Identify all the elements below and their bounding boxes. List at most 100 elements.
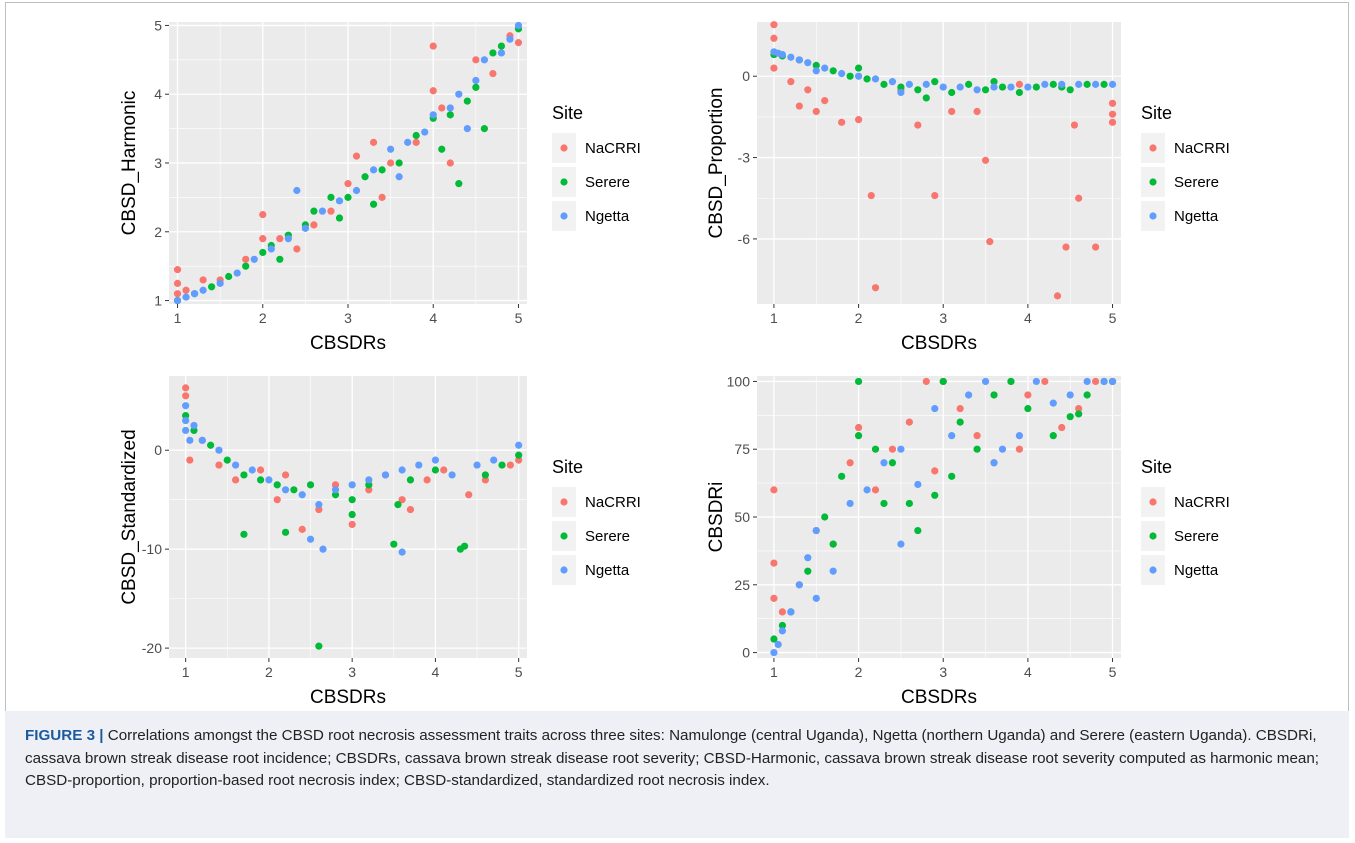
data-point-serere bbox=[812, 61, 820, 69]
data-point-serere bbox=[207, 441, 215, 449]
data-point-ngetta bbox=[897, 540, 905, 548]
data-point-ngetta bbox=[431, 456, 440, 464]
data-point-serere bbox=[1032, 83, 1040, 91]
data-point-ngetta bbox=[795, 581, 803, 589]
data-point-ngetta bbox=[897, 88, 905, 97]
series-serere bbox=[770, 377, 1117, 643]
data-point-ngetta bbox=[381, 471, 390, 479]
data-point-serere bbox=[948, 88, 956, 97]
x-axis-title: CBSDRs bbox=[310, 333, 386, 354]
data-point-ngetta bbox=[267, 245, 275, 253]
data-point-ngetta bbox=[455, 90, 463, 98]
data-point-nacrri bbox=[514, 39, 523, 47]
data-point-serere bbox=[854, 64, 863, 72]
data-point-nacrri bbox=[398, 496, 406, 504]
data-point-nacrri bbox=[770, 559, 778, 567]
data-point-ngetta bbox=[480, 56, 488, 64]
data-point-nacrri bbox=[365, 486, 373, 494]
data-point-serere bbox=[446, 111, 454, 119]
data-point-serere bbox=[1015, 88, 1024, 97]
data-point-serere bbox=[327, 193, 335, 201]
data-point-serere bbox=[455, 180, 463, 188]
data-point-nacrri bbox=[812, 107, 820, 116]
data-point-ngetta bbox=[1075, 80, 1083, 88]
y-tick-label: 0 bbox=[742, 68, 750, 84]
data-point-nacrri bbox=[871, 486, 880, 494]
data-point-ngetta bbox=[871, 75, 880, 83]
data-point-nacrri bbox=[182, 392, 190, 400]
x-tick-label: 1 bbox=[770, 310, 778, 326]
data-point-ngetta bbox=[395, 173, 403, 181]
legend-key-serere bbox=[560, 178, 568, 186]
data-point-serere bbox=[990, 391, 998, 399]
data-point-serere bbox=[1049, 80, 1057, 88]
y-tick-label: 100 bbox=[727, 373, 751, 389]
legend-label-serere: Serere bbox=[585, 174, 630, 191]
data-point-nacrri bbox=[369, 138, 378, 146]
x-tick-label: 5 bbox=[515, 310, 523, 326]
data-point-ngetta bbox=[497, 49, 506, 57]
x-tick-label: 5 bbox=[1109, 664, 1117, 680]
data-point-serere bbox=[394, 501, 402, 509]
data-point-nacrri bbox=[854, 116, 863, 124]
data-point-nacrri bbox=[182, 384, 190, 392]
data-point-serere bbox=[854, 377, 863, 386]
data-point-ngetta bbox=[352, 186, 361, 195]
data-point-ngetta bbox=[472, 76, 480, 85]
data-point-serere bbox=[390, 540, 398, 548]
legend-key-nacrri bbox=[560, 498, 568, 506]
data-point-nacrri bbox=[1062, 243, 1070, 251]
data-point-serere bbox=[310, 207, 318, 215]
data-point-nacrri bbox=[173, 279, 182, 287]
data-point-ngetta bbox=[1041, 80, 1049, 88]
data-point-ngetta bbox=[1092, 80, 1100, 88]
data-point-serere bbox=[208, 283, 216, 291]
legend-key-ngetta bbox=[560, 212, 568, 220]
data-point-serere bbox=[365, 481, 373, 489]
data-point-serere bbox=[998, 83, 1007, 91]
data-point-nacrri bbox=[506, 461, 514, 469]
data-point-serere bbox=[829, 67, 837, 75]
data-point-nacrri bbox=[412, 138, 420, 146]
y-tick-label: 5 bbox=[154, 17, 162, 33]
data-point-serere bbox=[973, 445, 981, 453]
data-point-nacrri bbox=[515, 456, 523, 464]
data-point-nacrri bbox=[1108, 118, 1117, 126]
data-point-ngetta bbox=[981, 377, 990, 386]
series-ngetta bbox=[770, 377, 1117, 657]
data-point-nacrri bbox=[310, 221, 318, 229]
data-point-nacrri bbox=[1075, 194, 1083, 202]
data-point-ngetta bbox=[880, 459, 888, 467]
data-point-serere bbox=[897, 83, 905, 91]
data-point-serere bbox=[838, 472, 846, 480]
data-point-ngetta bbox=[939, 83, 947, 91]
data-point-serere bbox=[472, 83, 480, 91]
data-point-ngetta bbox=[863, 486, 871, 494]
data-point-serere bbox=[888, 459, 897, 467]
data-point-nacrri bbox=[472, 56, 480, 64]
data-point-serere bbox=[182, 411, 190, 420]
chart-panel-2: 1 2 3 4 5 0 -3 -6 CBSDRs CBSD_Proportion SiteNaCRR… bbox=[706, 21, 1230, 354]
y-tick-label: 50 bbox=[734, 509, 750, 525]
data-point-nacrri bbox=[914, 121, 922, 129]
data-point-ngetta bbox=[1108, 377, 1117, 386]
data-point-ngetta bbox=[515, 441, 523, 449]
data-point-ngetta bbox=[293, 186, 301, 195]
data-point-serere bbox=[331, 491, 340, 499]
data-point-ngetta bbox=[905, 80, 913, 88]
data-point-ngetta bbox=[956, 83, 964, 91]
data-point-ngetta bbox=[804, 554, 812, 562]
data-point-serere bbox=[406, 476, 415, 484]
data-point-serere bbox=[1024, 404, 1032, 413]
data-point-nacrri bbox=[1108, 99, 1117, 107]
data-point-ngetta bbox=[829, 567, 837, 575]
legend-label-serere: Serere bbox=[585, 528, 630, 545]
caption-text: FIGURE 3 | Correlations amongst the CBSD… bbox=[25, 725, 1329, 793]
data-point-nacrri bbox=[1015, 80, 1024, 88]
data-point-ngetta bbox=[854, 72, 863, 80]
data-point-serere bbox=[290, 486, 298, 494]
data-point-nacrri bbox=[1070, 121, 1079, 129]
